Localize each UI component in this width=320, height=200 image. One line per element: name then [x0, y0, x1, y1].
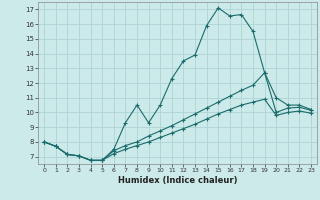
X-axis label: Humidex (Indice chaleur): Humidex (Indice chaleur) — [118, 176, 237, 185]
